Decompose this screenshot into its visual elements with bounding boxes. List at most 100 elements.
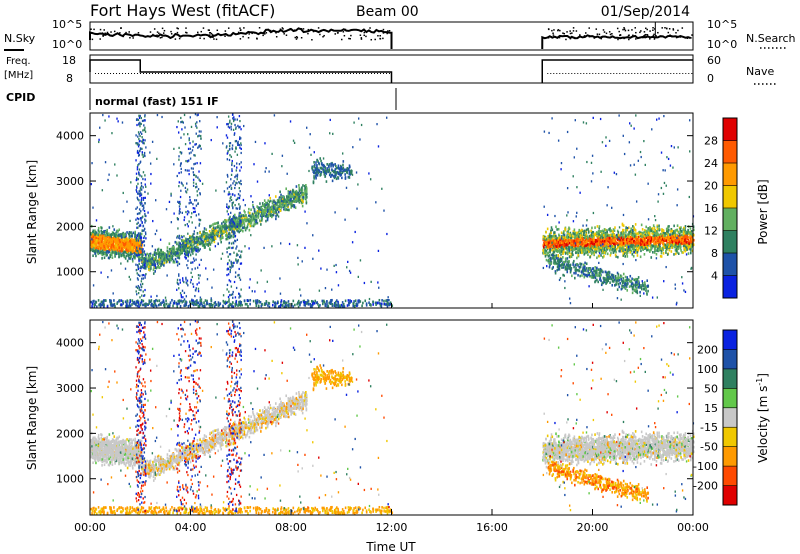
power-point — [160, 249, 162, 252]
noise-search-point — [199, 37, 201, 39]
noise-search-point — [240, 30, 242, 32]
power-point — [114, 251, 116, 254]
power-point — [641, 224, 643, 227]
power-point — [233, 235, 235, 238]
power-point — [92, 254, 94, 257]
power-point — [116, 230, 118, 233]
noise-search-point — [239, 27, 241, 29]
freq-panel: Freq. [MHz] 18 8 60 0 Nave — [4, 54, 778, 85]
power-point — [123, 254, 125, 257]
noise-search-point — [212, 36, 214, 38]
power-point — [175, 258, 177, 261]
noise-search-point — [623, 27, 625, 29]
noise-search-point — [303, 28, 305, 30]
power-point — [109, 254, 111, 257]
power-point — [258, 216, 260, 219]
noise-search-point — [173, 35, 175, 37]
noise-search-point — [573, 27, 575, 29]
power-point — [172, 250, 174, 253]
power-point — [335, 168, 337, 171]
power-point — [273, 200, 275, 203]
power-point — [177, 252, 179, 255]
power-point — [187, 241, 189, 244]
power-point — [161, 253, 163, 256]
power-point — [203, 235, 205, 238]
power-point — [211, 239, 213, 242]
power-point — [343, 167, 345, 170]
power-point — [129, 234, 131, 237]
power-point — [275, 215, 277, 218]
power-point — [214, 229, 216, 232]
power-point — [106, 248, 108, 251]
noise-search-point — [601, 38, 603, 40]
noise-search-point — [262, 35, 264, 37]
power-point — [202, 231, 204, 234]
noise-search-point — [176, 27, 178, 29]
noise-search-point — [107, 32, 109, 34]
power-point — [316, 174, 318, 177]
power-point — [238, 227, 240, 230]
noise-search-point — [209, 32, 211, 34]
power-point — [280, 209, 282, 212]
noise-search-point — [171, 33, 173, 35]
power-point — [131, 247, 133, 250]
power-point — [250, 225, 252, 228]
noise-search-point — [570, 38, 572, 40]
noise-search-point — [290, 28, 292, 30]
power-point — [241, 224, 243, 227]
noise-search-point — [557, 37, 559, 39]
noise-search-point — [311, 39, 313, 41]
power-point — [108, 257, 110, 260]
power-point — [201, 233, 203, 236]
power-point — [293, 206, 295, 209]
noise-search-point — [585, 32, 587, 34]
power-point — [97, 252, 99, 255]
noise-search-point — [379, 38, 381, 40]
power-point — [255, 212, 257, 215]
noise-search-point — [323, 35, 325, 37]
power-point — [220, 230, 222, 233]
noise-search-point — [669, 28, 671, 30]
noise-left-tick-bottom: 10^0 — [52, 38, 82, 51]
noise-search-point — [382, 38, 384, 40]
freq-series — [90, 60, 693, 83]
power-point — [222, 236, 224, 239]
power-point — [333, 175, 335, 178]
power-panel: 1000200030004000 Slant Range [km] 481216… — [25, 113, 770, 308]
power-point — [174, 249, 176, 252]
noise-search-point — [350, 35, 352, 37]
power-point — [212, 223, 214, 226]
noise-search-point — [203, 38, 205, 40]
power-point — [331, 168, 333, 171]
power-point — [99, 236, 101, 239]
noise-search-point — [361, 37, 363, 39]
noise-search-point — [611, 33, 613, 35]
power-point — [100, 230, 102, 233]
power-point — [248, 220, 250, 223]
power-point — [160, 260, 162, 263]
power-point — [155, 249, 157, 252]
power-point — [285, 200, 287, 203]
power-point — [341, 177, 343, 180]
power-point — [255, 221, 257, 224]
power-point — [335, 171, 337, 174]
noise-search-point — [296, 38, 298, 40]
noise-search-point — [282, 27, 284, 29]
power-point — [118, 253, 120, 256]
power-point — [296, 193, 298, 196]
power-point — [158, 250, 160, 253]
noise-search-point — [569, 30, 571, 32]
power-point — [107, 241, 109, 244]
noise-search-point — [213, 38, 215, 40]
noise-search-point — [604, 31, 606, 32]
noise-search-point — [599, 34, 601, 36]
noise-search-point — [669, 35, 671, 37]
noise-search-point — [671, 36, 673, 38]
noise-search-point — [597, 33, 599, 35]
noise-search-point — [197, 32, 199, 33]
noise-search-point — [645, 28, 647, 30]
power-point — [259, 202, 261, 205]
power-point — [120, 254, 122, 257]
noise-search-point — [110, 31, 112, 33]
power-point — [275, 195, 277, 198]
